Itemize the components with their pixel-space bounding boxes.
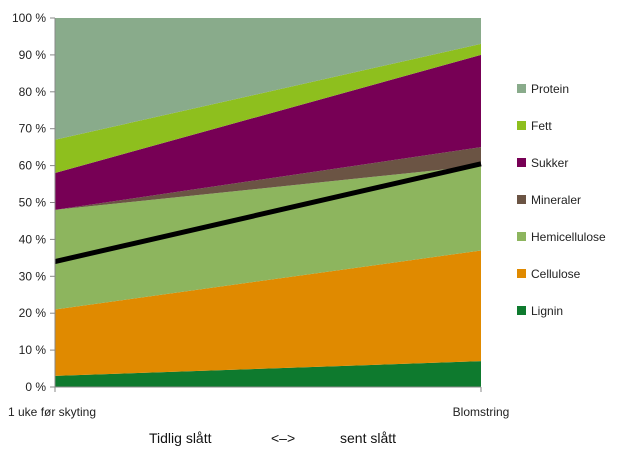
- caption-arrow: <–>: [271, 430, 295, 446]
- area-protein: [55, 18, 481, 140]
- legend-swatch-cellulose: [517, 269, 526, 278]
- y-tick-label: 30 %: [19, 269, 47, 283]
- legend-label-cellulose: Cellulose: [531, 267, 581, 281]
- area-hemicellulose: [55, 165, 481, 310]
- y-tick-label: 0 %: [25, 380, 46, 394]
- y-tick-label: 10 %: [19, 343, 47, 357]
- legend-swatch-hemicellulose: [517, 232, 526, 241]
- trend-line: [54, 161, 482, 264]
- y-tick-label: 70 %: [19, 122, 47, 136]
- legend-swatch-sukker: [517, 158, 526, 167]
- caption-right: sent slått: [340, 430, 396, 446]
- y-tick-label: 60 %: [19, 159, 47, 173]
- legend-label-sukker: Sukker: [531, 156, 568, 170]
- x-axis-caption: Tidlig slått <–> sent slått: [149, 430, 396, 446]
- caption-left: Tidlig slått: [149, 430, 212, 446]
- legend-label-fett: Fett: [531, 119, 552, 133]
- area-cellulose: [55, 250, 481, 376]
- x-axis: 1 uke før skyting Blomstring: [8, 386, 510, 419]
- y-tick-label: 20 %: [19, 306, 47, 320]
- y-tick-label: 90 %: [19, 48, 47, 62]
- legend-label-protein: Protein: [531, 82, 569, 96]
- legend-swatch-protein: [517, 84, 526, 93]
- legend-label-lignin: Lignin: [531, 304, 563, 318]
- area-layers: [55, 18, 481, 387]
- legend-swatch-fett: [517, 121, 526, 130]
- legend-label-hemicellulose: Hemicellulose: [531, 230, 606, 244]
- y-tick-label: 100 %: [12, 11, 46, 25]
- y-axis: 0 % 10 % 20 % 30 % 40 % 50 % 60 % 70 % 80 % 90 % 1…: [12, 11, 56, 394]
- legend-swatch-mineraler: [517, 195, 526, 204]
- area-fett: [55, 43, 481, 173]
- legend: Protein Fett Sukker Mineraler Hemicellulose C…: [517, 82, 606, 318]
- legend-label-mineraler: Mineraler: [531, 193, 581, 207]
- y-tick-label: 50 %: [19, 196, 47, 210]
- legend-swatch-lignin: [517, 306, 526, 315]
- y-tick-label: 80 %: [19, 85, 47, 99]
- area-sukker: [55, 54, 481, 210]
- x-tick-label: Blomstring: [453, 405, 510, 419]
- trend-line-path: [54, 161, 482, 264]
- x-tick-label: 1 uke før skyting: [8, 405, 96, 419]
- area-lignin: [55, 361, 481, 387]
- y-tick-label: 40 %: [19, 232, 47, 246]
